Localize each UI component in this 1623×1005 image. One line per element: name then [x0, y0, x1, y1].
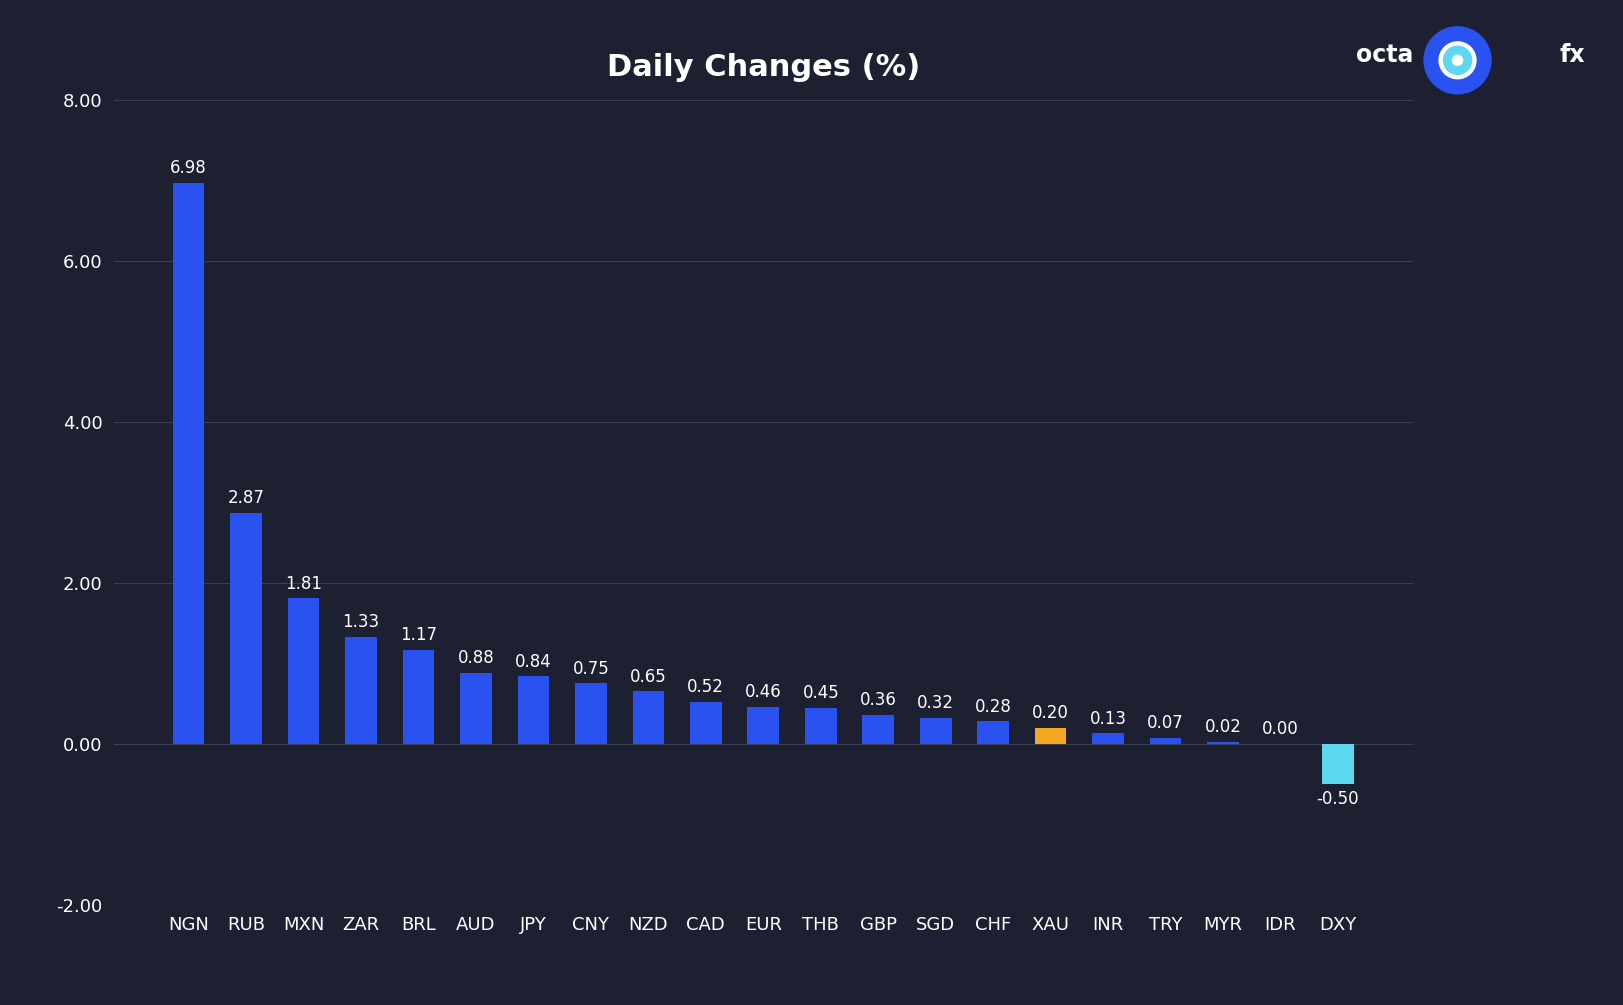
Bar [631, 691, 664, 744]
Circle shape [1451, 55, 1462, 65]
Title: Daily Changes (%): Daily Changes (%) [607, 52, 919, 81]
Bar [1321, 744, 1354, 784]
Bar [1149, 738, 1180, 744]
Text: 2.87: 2.87 [227, 489, 265, 508]
Text: 1.81: 1.81 [284, 575, 321, 593]
Text: 0.75: 0.75 [573, 659, 609, 677]
Text: 0.28: 0.28 [974, 697, 1011, 716]
Bar [518, 676, 549, 744]
Text: -0.50: -0.50 [1316, 790, 1358, 808]
Text: 0.45: 0.45 [802, 683, 839, 701]
Circle shape [1423, 27, 1490, 93]
Text: 0.88: 0.88 [458, 649, 493, 667]
Bar [690, 701, 721, 744]
Text: octa: octa [1355, 43, 1412, 67]
Bar [1206, 742, 1238, 744]
Text: 0.46: 0.46 [745, 683, 781, 701]
Circle shape [1438, 42, 1475, 78]
Text: 1.33: 1.33 [342, 613, 380, 631]
Text: 0.07: 0.07 [1146, 715, 1183, 733]
Text: 1.17: 1.17 [399, 626, 437, 644]
Text: 0.13: 0.13 [1089, 710, 1126, 728]
Bar [1034, 728, 1066, 744]
Bar [287, 598, 320, 744]
Text: 0.65: 0.65 [630, 667, 667, 685]
Bar [805, 708, 836, 744]
Text: 0.02: 0.02 [1204, 719, 1240, 737]
Bar [346, 637, 377, 744]
Text: 0.36: 0.36 [859, 691, 896, 710]
Text: 0.00: 0.00 [1261, 720, 1298, 738]
Text: 0.32: 0.32 [917, 694, 954, 713]
Text: 6.98: 6.98 [170, 159, 206, 177]
Circle shape [1443, 46, 1470, 74]
Text: 0.20: 0.20 [1032, 704, 1068, 722]
Bar [403, 649, 433, 744]
Bar [747, 707, 779, 744]
Text: 0.84: 0.84 [514, 652, 552, 670]
Bar [575, 683, 607, 744]
Text: fx: fx [1558, 43, 1584, 67]
Text: 0.52: 0.52 [687, 678, 724, 696]
Bar [459, 673, 492, 744]
Bar [919, 718, 951, 744]
Bar [230, 513, 261, 744]
Bar [977, 722, 1008, 744]
Bar [172, 183, 204, 744]
Bar [1092, 734, 1123, 744]
Bar [862, 715, 894, 744]
